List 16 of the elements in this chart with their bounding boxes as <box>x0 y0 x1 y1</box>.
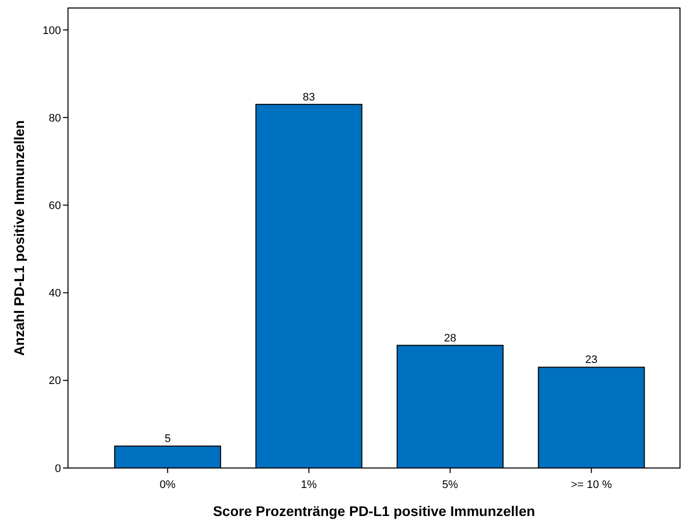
x-tick-label: 0% <box>160 479 176 491</box>
y-axis-title: Anzahl PD-L1 positive Immunzellen <box>11 120 27 356</box>
y-tick-label: 20 <box>48 375 61 388</box>
y-tick-label: 100 <box>42 24 61 37</box>
data-label: 5 <box>164 433 171 446</box>
x-tick-label: 5% <box>442 479 458 491</box>
x-axis-title: Score Prozentränge PD-L1 positive Immunzellen <box>212 503 536 519</box>
data-label: 28 <box>444 332 456 344</box>
x-tick-label: 1% <box>300 479 318 491</box>
y-tick-label: 40 <box>48 288 61 300</box>
y-tick-label: 60 <box>48 200 61 212</box>
y-tick-label: 0 <box>54 462 61 475</box>
y-tick-label: 80 <box>48 112 61 124</box>
x-tick-label: >= 10 % <box>570 479 612 491</box>
data-label: 83 <box>302 91 315 104</box>
data-label: 23 <box>585 354 598 366</box>
